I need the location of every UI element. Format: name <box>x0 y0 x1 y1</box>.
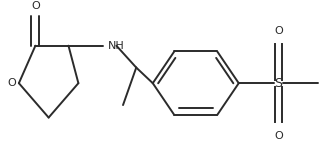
Text: O: O <box>7 78 16 88</box>
Text: NH: NH <box>108 41 124 51</box>
Text: S: S <box>275 77 283 90</box>
Text: O: O <box>31 1 40 11</box>
Text: O: O <box>274 26 283 36</box>
Text: O: O <box>274 131 283 140</box>
